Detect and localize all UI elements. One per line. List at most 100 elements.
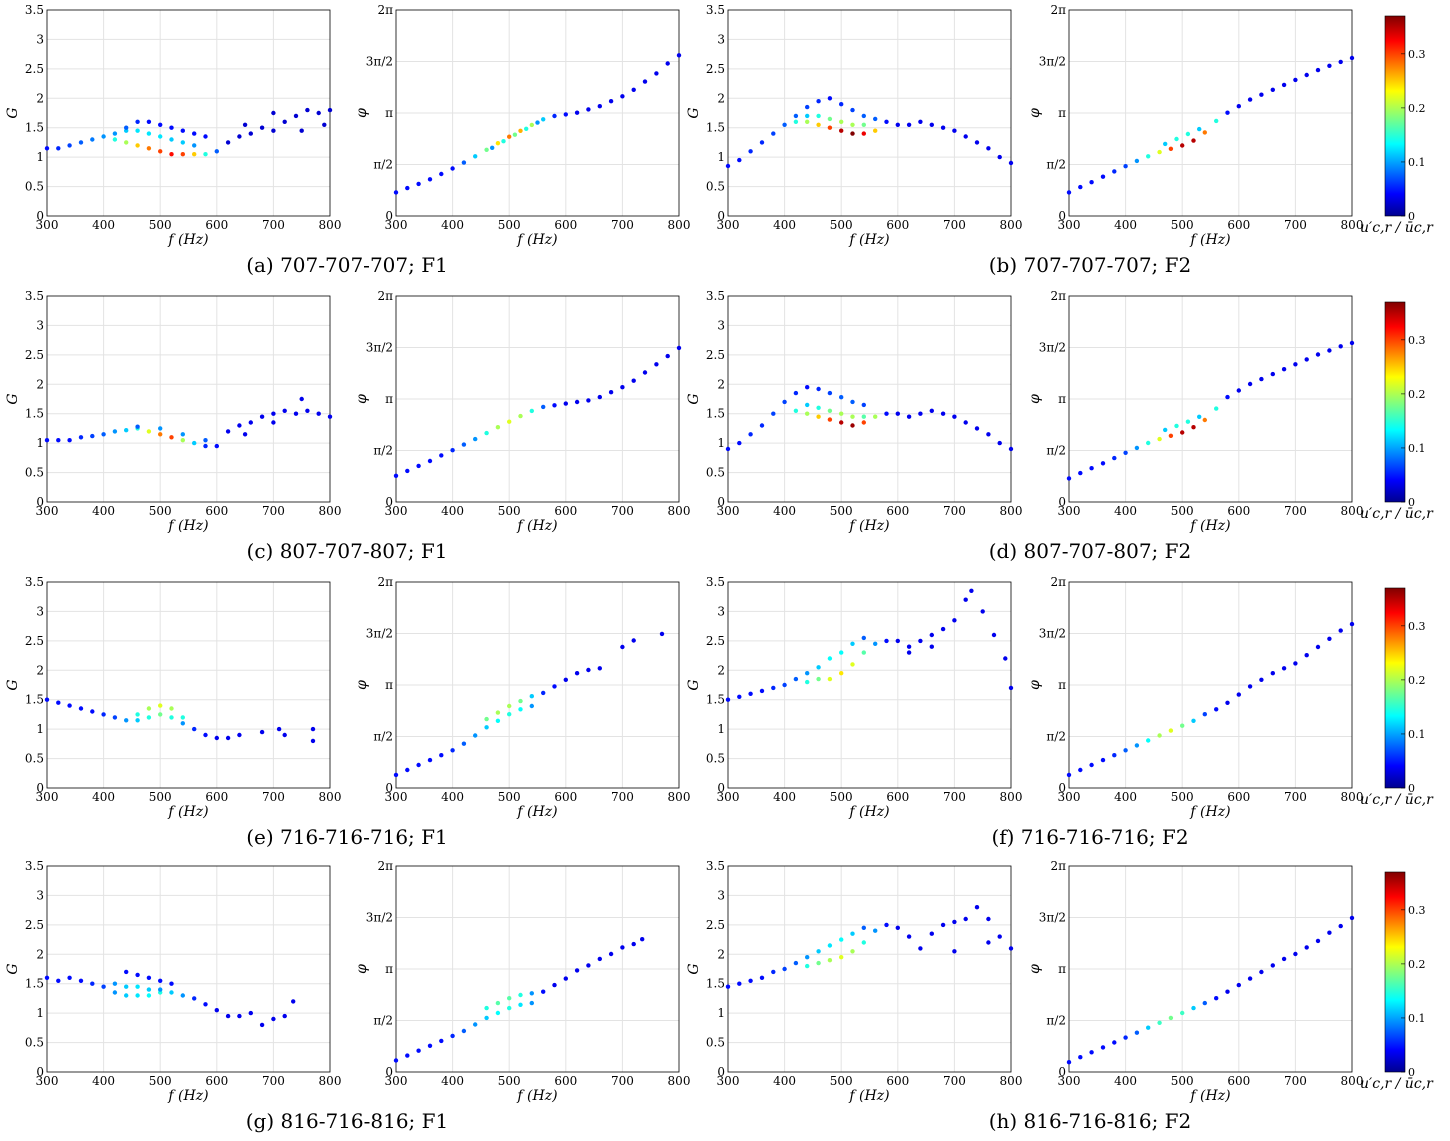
data-point — [771, 969, 776, 975]
x-tick-label: 700 — [1284, 504, 1307, 518]
colorbar-row-1: 0 0.1 0.2 0.3 u′c,r / ūc,r — [1360, 15, 1434, 236]
x-tick-label: 400 — [441, 790, 464, 804]
data-point — [1315, 938, 1321, 944]
data-point — [1202, 417, 1208, 423]
colorbar-tick-label: 0.1 — [1408, 728, 1426, 741]
axes-box — [1068, 581, 1353, 789]
data-point — [299, 128, 304, 133]
scatter-points — [725, 588, 1014, 702]
x-tick-label: 800 — [319, 790, 342, 804]
data-point — [305, 408, 310, 413]
data-point — [169, 706, 174, 711]
data-point — [541, 989, 546, 994]
x-tick-label: 300 — [385, 790, 408, 804]
x-tick-label: 600 — [886, 790, 909, 804]
data-point — [310, 738, 316, 744]
data-point — [529, 694, 534, 699]
x-axis-label: f (Hz) — [516, 1088, 557, 1104]
x-tick-label: 600 — [886, 218, 909, 232]
panel-d-gain: 300 400 500 600 700 800 0 0.5 1 1.5 2 2.5 3 3.5 f (Hz)… — [686, 289, 1022, 534]
data-point — [112, 990, 118, 995]
data-point — [759, 140, 765, 145]
x-tick-label: 800 — [1000, 790, 1023, 804]
data-point — [1185, 419, 1191, 424]
plot-area — [47, 582, 330, 788]
data-point — [135, 119, 140, 125]
x-axis-label: f (Hz) — [167, 804, 208, 820]
data-point — [782, 682, 787, 688]
y-tick-label: 3 — [717, 32, 725, 46]
data-point — [78, 140, 84, 145]
data-point — [805, 671, 810, 676]
y-tick-label: 0.5 — [706, 466, 725, 480]
data-point — [1247, 381, 1253, 387]
data-point — [805, 963, 810, 969]
data-point — [1338, 59, 1343, 65]
data-point — [1180, 430, 1185, 435]
y-tick-label: 0 — [1058, 1065, 1066, 1079]
x-tick-label: 500 — [830, 504, 853, 518]
y-tick-label: 3 — [36, 32, 44, 46]
x-tick-label: 600 — [1227, 504, 1250, 518]
colorbar — [1384, 587, 1406, 789]
data-point — [1197, 414, 1202, 419]
y-tick-label: 1 — [36, 150, 44, 164]
panel-a-gain: 300 400 500 600 700 800 0 0.5 1 1.5 2 2.5 3 3.5 f (Hz)… — [5, 3, 341, 248]
data-point — [214, 1008, 219, 1013]
data-point — [90, 981, 95, 986]
y-tick-label: 1 — [36, 1006, 44, 1020]
data-point — [248, 420, 253, 425]
data-point — [405, 1053, 410, 1058]
data-point — [759, 423, 765, 428]
data-point — [214, 443, 219, 449]
data-point — [169, 715, 174, 720]
data-point — [1123, 164, 1128, 169]
data-point — [1066, 190, 1072, 195]
y-tick-label: 2π — [377, 575, 393, 589]
data-point — [574, 110, 580, 115]
colorbar-row-2: 0 0.1 0.2 0.3 u′c,r / ūc,r — [1360, 301, 1434, 522]
data-point — [827, 116, 833, 122]
data-point — [793, 119, 799, 125]
data-point — [44, 438, 50, 443]
data-point — [1123, 1035, 1128, 1040]
data-point — [1236, 692, 1242, 697]
y-tick-label: 3 — [36, 604, 44, 618]
data-point — [1100, 757, 1106, 763]
x-tick-label: 300 — [385, 1074, 408, 1088]
axes-box — [395, 581, 680, 789]
x-tick-label: 500 — [149, 790, 172, 804]
panel-d-phase: 300 400 500 600 700 800 0 π/2 π 3π/2 2π f (Hz) φ — [1027, 289, 1363, 534]
data-point — [1202, 1000, 1208, 1006]
x-tick-label: 400 — [1114, 218, 1137, 232]
data-point — [873, 414, 878, 419]
data-point — [676, 53, 682, 58]
y-tick-label: π — [1058, 106, 1066, 120]
y-tick-label: 2π — [377, 859, 393, 873]
y-tick-label: π — [1058, 962, 1066, 976]
data-point — [214, 149, 219, 154]
data-point — [1315, 352, 1321, 357]
data-point — [112, 429, 118, 434]
data-point — [552, 982, 557, 988]
data-point — [112, 131, 118, 136]
colorbar-tick-label: 0 — [1408, 210, 1415, 223]
data-point — [461, 442, 467, 447]
y-axis-label: G — [5, 679, 21, 690]
panel-g-gain: 300 400 500 600 700 800 0 0.5 1 1.5 2 2.5 3 3.5 f (Hz)… — [5, 859, 341, 1104]
y-tick-label: 2π — [1050, 859, 1066, 873]
data-point — [316, 411, 321, 416]
data-point — [952, 128, 957, 133]
data-point — [78, 978, 84, 983]
data-point — [748, 432, 753, 437]
x-tick-label: 800 — [668, 790, 691, 804]
data-point — [101, 984, 106, 989]
data-point — [895, 925, 900, 930]
data-point — [929, 632, 934, 638]
data-point — [1089, 180, 1094, 185]
x-tick-label: 600 — [205, 504, 228, 518]
x-tick-label: 500 — [830, 790, 853, 804]
x-tick-label: 500 — [498, 504, 521, 518]
data-point — [552, 403, 557, 408]
y-tick-label: 3π/2 — [366, 55, 393, 69]
